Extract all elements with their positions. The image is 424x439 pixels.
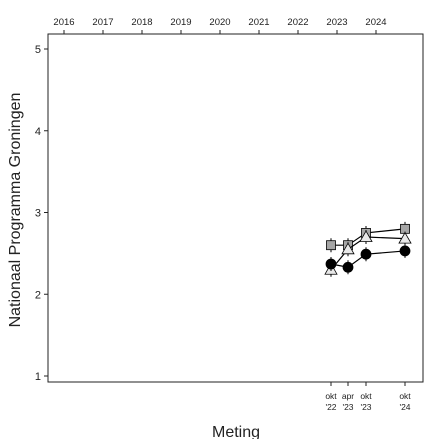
y-axis-tick-label: 1 <box>35 371 41 383</box>
y-axis-tick-label: 4 <box>35 126 41 138</box>
y-axis-title: Nationaal Programma Groningen <box>7 93 24 328</box>
x-axis-title: Meting <box>212 424 260 439</box>
series-triangle-point <box>359 230 373 242</box>
top-axis: 2016 2017 2018 2019 2020 2021 2022 2023 2024 <box>53 17 387 34</box>
x-axis-tick-label: okt <box>399 391 411 401</box>
top-axis-tick-label: 2020 <box>209 17 230 28</box>
series-triangle-point <box>398 231 412 244</box>
x-axis-tick-label: '22 <box>325 402 336 412</box>
y-axis-tick-label: 5 <box>35 44 41 56</box>
series-square-point <box>326 240 336 251</box>
x-axis-tick-label: okt <box>325 391 337 401</box>
top-axis-tick-label: 2023 <box>326 17 347 28</box>
x-axis-tick-label: '23 <box>360 402 371 412</box>
x-axis-tick-label: '24 <box>399 402 410 412</box>
series-triangle-point <box>341 242 355 255</box>
top-axis-tick-label: 2018 <box>131 17 152 28</box>
top-axis-tick-label: 2024 <box>365 17 386 28</box>
top-axis-tick-label: 2016 <box>53 17 74 28</box>
series-circle-point <box>342 261 354 273</box>
x-axis-tick-label: '23 <box>342 402 353 412</box>
x-axis-tick-label: okt <box>360 391 372 401</box>
y-axis-tick-label: 3 <box>35 208 41 220</box>
top-axis-tick-label: 2017 <box>92 17 113 28</box>
top-axis-tick-label: 2019 <box>170 17 191 28</box>
series-circle-point <box>399 245 411 257</box>
series-circle-line <box>330 250 406 268</box>
top-axis-tick-label: 2022 <box>287 17 308 28</box>
y-axis: 1 2 3 4 5 <box>35 44 48 383</box>
series-circle-point <box>360 248 372 260</box>
series-square-line <box>331 228 406 246</box>
top-axis-tick-label: 2021 <box>248 17 269 28</box>
plot-frame <box>47 33 424 383</box>
series-circle-point <box>325 258 337 270</box>
x-axis-tick-label: apr <box>342 391 354 401</box>
series-layer <box>324 221 412 277</box>
y-axis-tick-label: 2 <box>35 289 41 301</box>
series-triangle-line <box>330 236 406 271</box>
